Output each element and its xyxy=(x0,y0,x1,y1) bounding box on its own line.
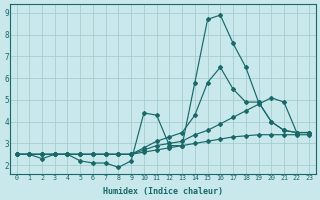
X-axis label: Humidex (Indice chaleur): Humidex (Indice chaleur) xyxy=(103,187,223,196)
